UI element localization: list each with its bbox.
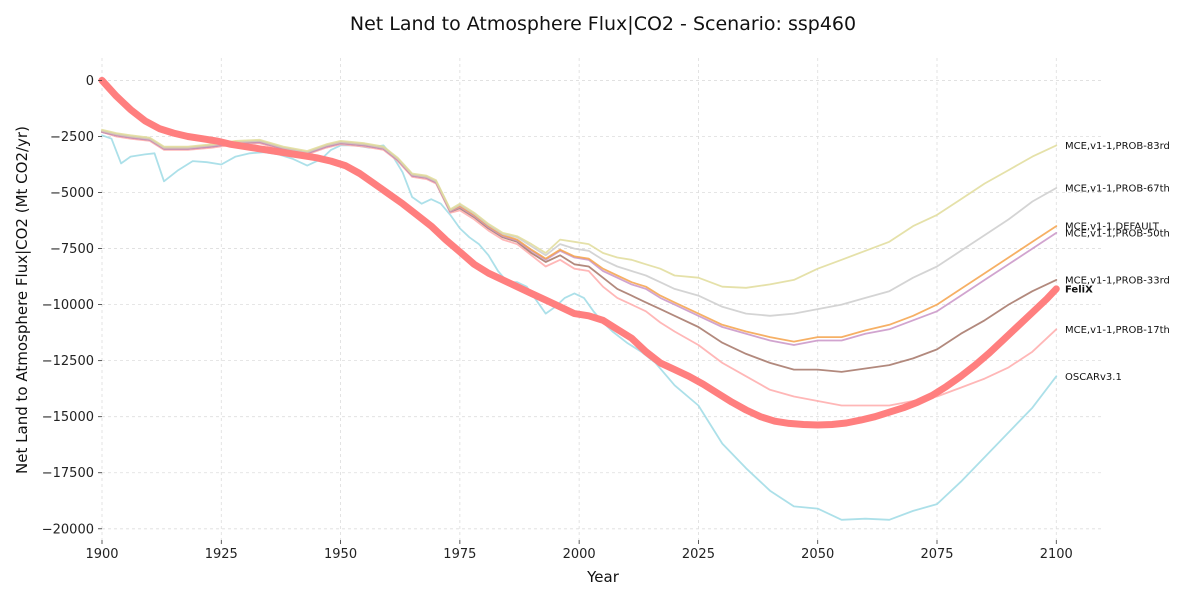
series-line-mce-v1-1-prob-17th: [101, 131, 1058, 407]
y-tick-label: −17500: [42, 466, 94, 481]
grid: [101, 58, 1104, 540]
y-tick-label: −2500: [50, 130, 94, 145]
y-tick-label: −10000: [42, 298, 94, 313]
y-tick-label: −12500: [42, 354, 94, 369]
series-line-oscarv3-1: [101, 134, 1058, 521]
series-end-label: MCE,v1-1,PROB-67th: [1065, 184, 1170, 195]
series-end-label: MCE,v1-1,PROB-50th: [1065, 228, 1170, 239]
x-tick-label: 2000: [563, 547, 596, 562]
x-tick-label: 1950: [324, 547, 357, 562]
x-tick-label: 2025: [682, 547, 715, 562]
series-end-label: MCE,v1-1,PROB-33rd: [1065, 275, 1170, 286]
chart-title: Net Land to Atmosphere Flux|CO2 - Scenar…: [350, 13, 856, 35]
y-axis-title: Net Land to Atmosphere Flux|CO2 (Mt CO2/…: [13, 126, 31, 474]
x-tick-label: 1900: [85, 547, 118, 562]
y-axis-ticks: 0 −2500 −5000 −7500 −10000 −12500 −15000 −17500…: [42, 74, 102, 537]
series-line-mce-v1-1-prob-83rd: [101, 128, 1058, 289]
x-tick-label: 1975: [443, 547, 476, 562]
x-tick-label: 2050: [801, 547, 834, 562]
series-end-label: MCE,v1-1,DEFAULT: [1065, 222, 1160, 233]
series-lines: [98, 76, 1060, 521]
y-tick-label: −20000: [42, 522, 94, 537]
series-line-felix: [98, 76, 1060, 429]
y-tick-label: −7500: [50, 242, 94, 257]
x-tick-label: 1925: [205, 547, 238, 562]
series-end-label: MCE,v1-1,PROB-17th: [1065, 325, 1170, 336]
x-axis-title: Year: [586, 568, 620, 586]
series-end-label: OSCARv3.1: [1065, 372, 1122, 383]
x-tick-label: 2100: [1040, 547, 1073, 562]
y-tick-label: 0: [86, 74, 94, 89]
series-line-mce-v1-1-prob-50th: [101, 131, 1058, 346]
y-tick-label: −5000: [50, 186, 94, 201]
series-end-labels: MCE,v1-1,PROB-83rd MCE,v1-1,PROB-67th MCE,…: [1065, 141, 1170, 383]
x-tick-label: 2075: [920, 547, 953, 562]
y-tick-label: −15000: [42, 410, 94, 425]
series-line-mce-v1-1-prob-67th: [101, 130, 1058, 317]
series-end-label: MCE,v1-1,PROB-83rd: [1065, 141, 1170, 152]
series-end-label: FeliX: [1065, 284, 1093, 295]
x-axis-ticks: 1900 1925 1950 1975 2000 2025 2050 2075 2100: [85, 540, 1073, 562]
